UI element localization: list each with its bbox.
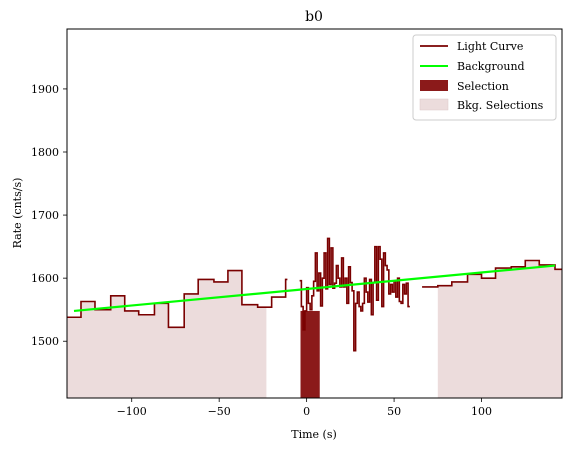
y-tick-label: 1900 bbox=[31, 83, 59, 96]
light-curve-segment bbox=[299, 237, 410, 352]
y-tick-label: 1700 bbox=[31, 209, 59, 222]
x-tick-label: −100 bbox=[117, 405, 147, 418]
y-tick-label: 1500 bbox=[31, 335, 59, 348]
y-axis-label: Rate (cnts/s) bbox=[11, 178, 24, 249]
legend-box bbox=[412, 34, 557, 121]
legend-light-curve-label: Light Curve bbox=[457, 40, 523, 53]
bkg-selection-regions bbox=[67, 260, 562, 398]
light-curve-segment bbox=[422, 259, 562, 288]
x-tick-label: 100 bbox=[471, 405, 492, 418]
background-fit-line bbox=[73, 264, 556, 313]
bkg-selection-area bbox=[67, 270, 267, 398]
legend-selection-swatch bbox=[420, 80, 448, 91]
bkg-selection-area bbox=[437, 260, 562, 398]
x-tick-label: −50 bbox=[208, 405, 231, 418]
legend-background-label: Background bbox=[457, 60, 525, 73]
legend: Light Curve Background Selection Bkg. Se… bbox=[412, 34, 557, 121]
legend-selection-label: Selection bbox=[457, 80, 509, 93]
legend-bkg-selections-label: Bkg. Selections bbox=[457, 99, 544, 112]
x-tick-label: 0 bbox=[303, 405, 310, 418]
y-tick-label: 1600 bbox=[31, 272, 59, 285]
y-axis-ticks: 1500 1600 1700 1800 1900 bbox=[31, 83, 67, 348]
x-axis-label: Time (s) bbox=[291, 428, 337, 441]
chart-title: b0 bbox=[305, 9, 323, 25]
background-line bbox=[73, 264, 556, 313]
legend-bkg-selections-swatch bbox=[419, 98, 449, 111]
selection-region bbox=[300, 310, 320, 398]
x-tick-label: 50 bbox=[387, 405, 401, 418]
plot-frame bbox=[66, 28, 563, 399]
y-tick-label: 1800 bbox=[31, 146, 59, 159]
selection-bar bbox=[300, 310, 320, 398]
x-axis-ticks: −100 −50 0 50 100 bbox=[117, 398, 492, 418]
